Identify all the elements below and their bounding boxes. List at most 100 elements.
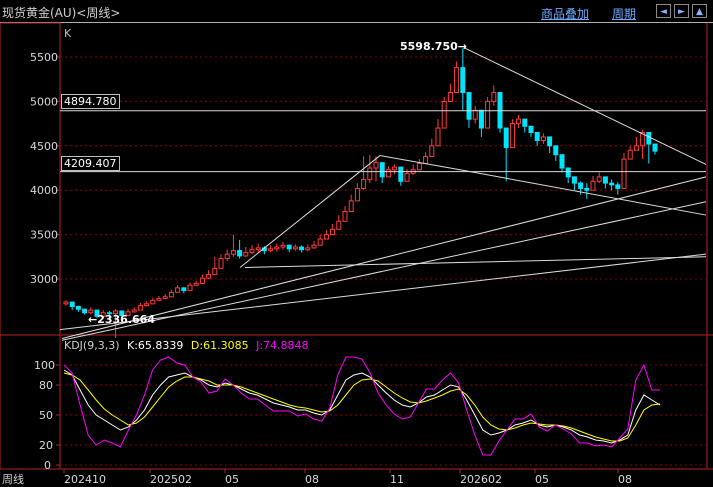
chart-title: 现货黄金(AU)<周线> xyxy=(2,6,121,20)
candle-up xyxy=(88,309,94,314)
candle-up xyxy=(491,92,497,102)
candle-up xyxy=(150,299,156,305)
trendline-resistance xyxy=(464,47,707,165)
kdj-d-value: D:61.3085 xyxy=(190,339,249,352)
candle-up xyxy=(404,172,410,182)
next-button[interactable]: ► xyxy=(674,4,689,18)
kdj-j-line xyxy=(63,356,660,456)
candle-down xyxy=(578,182,584,189)
candle-up xyxy=(472,109,478,120)
candle-up xyxy=(590,180,596,191)
candle-down xyxy=(528,125,534,133)
candle-up xyxy=(175,287,181,293)
candle-up xyxy=(317,238,323,246)
candle-down xyxy=(94,309,100,317)
candle-down xyxy=(181,287,187,292)
price-tick-label: 5000 xyxy=(30,95,58,108)
candle-up xyxy=(354,187,360,202)
trendline-3 xyxy=(244,256,707,268)
candle-down xyxy=(534,131,540,141)
candle-down xyxy=(615,184,621,189)
candle-up xyxy=(392,166,398,171)
kdj-name: KDJ(9,3,3) xyxy=(64,339,120,352)
candle-up xyxy=(144,303,150,307)
candle-up xyxy=(249,249,255,253)
candle-up xyxy=(199,277,205,284)
candle-down xyxy=(503,127,509,149)
candle-up xyxy=(156,298,162,301)
candle-down xyxy=(646,131,652,145)
candle-up xyxy=(509,123,515,149)
candle-down xyxy=(106,312,112,315)
up-button[interactable]: ▲ xyxy=(692,4,707,18)
period-label: 周线 xyxy=(2,473,24,486)
toolbar: 现货黄金(AU)<周线> 商品叠加 周期 ◄ ► ▲ xyxy=(0,0,713,23)
kdj-tick-label: 20 xyxy=(39,439,53,452)
candle-up xyxy=(137,305,143,311)
trendline-4 xyxy=(59,253,707,331)
prev-button[interactable]: ◄ xyxy=(656,4,671,18)
candle-down xyxy=(299,246,305,251)
product-overlay-link[interactable]: 商品叠加 xyxy=(541,7,590,21)
candle-up xyxy=(230,250,236,255)
level-label-high: 4894.780 xyxy=(61,94,120,109)
candle-down xyxy=(237,250,243,257)
candle-up xyxy=(206,274,212,279)
trendline-channel-bottom xyxy=(459,169,707,216)
trendline-channel-top xyxy=(379,155,461,171)
candle-up xyxy=(212,267,218,276)
candle-down xyxy=(584,187,590,191)
x-tick-label: 08 xyxy=(618,473,632,485)
level-label-low: 4209.407 xyxy=(61,156,120,171)
candle-down xyxy=(559,154,565,169)
candle-down xyxy=(466,92,472,120)
candle-up xyxy=(168,291,174,298)
kdj-k-line xyxy=(63,369,661,444)
period-link[interactable]: 周期 xyxy=(612,7,637,21)
kdj-tick-label: 100 xyxy=(34,359,55,372)
candle-up xyxy=(218,258,224,269)
candle-up xyxy=(113,310,119,315)
candle-down xyxy=(522,118,528,127)
candle-down xyxy=(398,166,404,182)
candle-up xyxy=(305,247,311,251)
candle-down xyxy=(565,167,571,178)
high-value: 5598.750 xyxy=(400,40,458,53)
candle-up xyxy=(330,228,336,236)
candle-up xyxy=(131,309,137,313)
candle-up xyxy=(224,253,230,260)
candle-up xyxy=(633,145,639,151)
candle-up xyxy=(367,167,373,181)
candle-down xyxy=(69,301,75,308)
candle-down xyxy=(609,182,615,186)
candle-up xyxy=(63,301,69,305)
price-tick-label: 3000 xyxy=(30,273,58,286)
candle-up xyxy=(255,247,261,251)
candle-down xyxy=(571,176,577,184)
candle-up xyxy=(596,176,602,182)
candle-up xyxy=(385,169,391,178)
candle-up xyxy=(435,127,441,147)
candle-up xyxy=(193,282,199,286)
low-annotation: ←2336.664 xyxy=(88,313,155,326)
kdj-tick-label: 50 xyxy=(39,409,53,422)
candle-up xyxy=(447,92,453,102)
price-tick-label: 4500 xyxy=(30,140,58,153)
candle-up xyxy=(516,118,522,125)
candle-up xyxy=(336,220,342,230)
trendline-2 xyxy=(61,201,707,341)
candle-up xyxy=(125,311,131,316)
candle-up xyxy=(348,200,354,213)
kdj-tick-label: 80 xyxy=(39,379,53,392)
candle-down xyxy=(119,310,125,316)
kdj-tick-label: 0 xyxy=(44,459,51,472)
candle-up xyxy=(274,246,280,250)
candle-down xyxy=(286,244,292,250)
candle-up xyxy=(416,163,422,171)
kdj-k-value: K:65.8339 xyxy=(127,339,184,352)
x-tick-label: 11 xyxy=(390,473,404,485)
low-value: 2336.664 xyxy=(97,313,155,326)
candle-down xyxy=(379,162,385,178)
trendline-1 xyxy=(61,176,707,339)
